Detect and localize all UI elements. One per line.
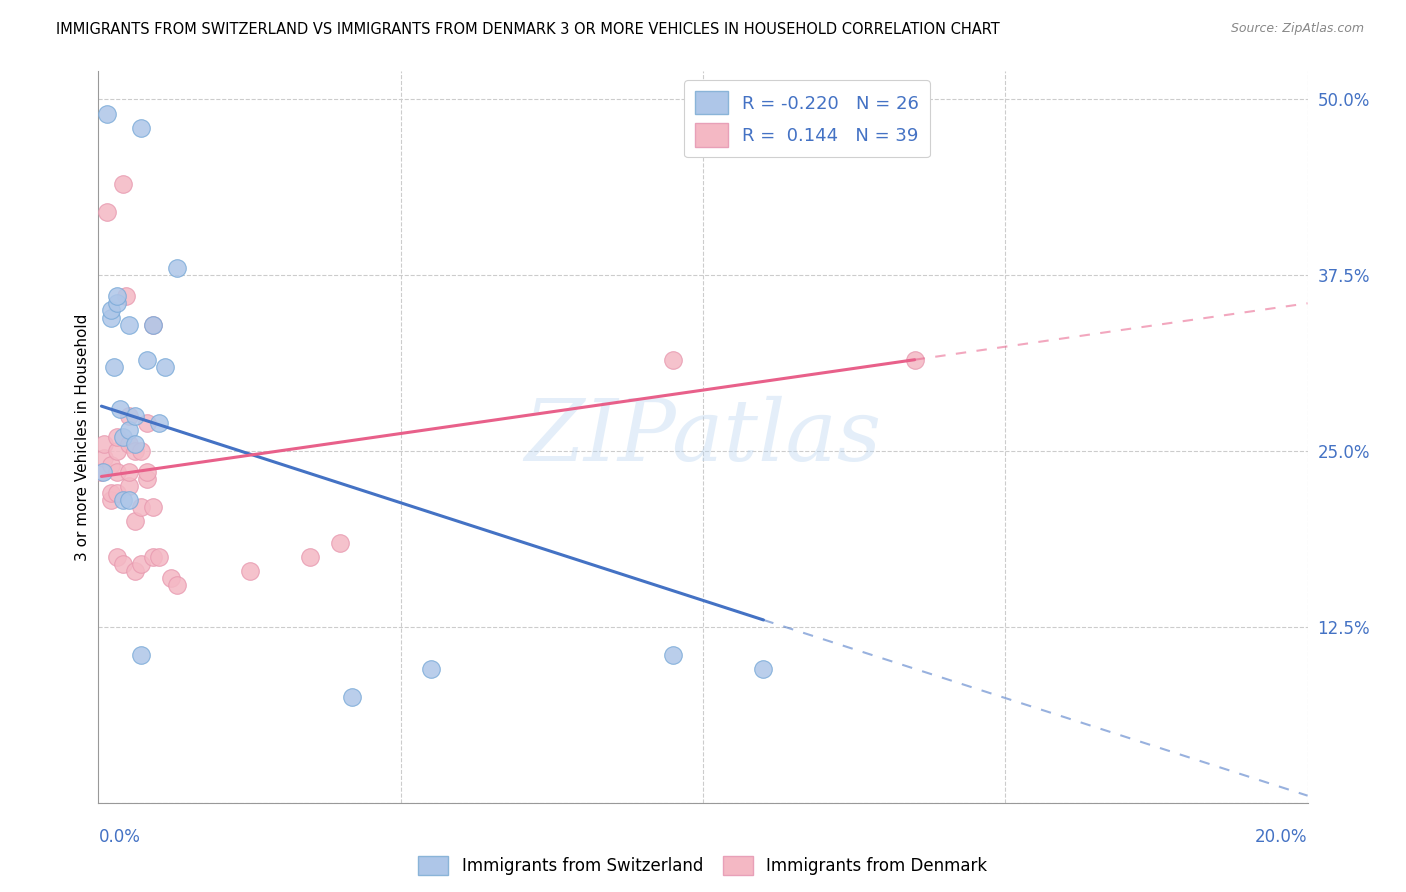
Point <box>129 120 152 135</box>
Point <box>118 318 141 332</box>
Point <box>108 401 131 416</box>
Point <box>661 648 683 662</box>
Point <box>93 451 115 466</box>
Point <box>118 493 141 508</box>
Point <box>135 465 157 479</box>
Point <box>100 486 122 500</box>
Point <box>299 549 322 564</box>
Point <box>93 437 115 451</box>
Text: ZIPatlas: ZIPatlas <box>524 396 882 478</box>
Point <box>118 465 141 479</box>
Point <box>105 465 128 479</box>
Point <box>96 106 118 120</box>
Point <box>329 535 352 549</box>
Point <box>148 416 170 430</box>
Point <box>124 564 146 578</box>
Point <box>129 500 152 515</box>
Point <box>342 690 364 705</box>
Point <box>105 430 128 444</box>
Point <box>105 549 128 564</box>
Point <box>91 465 114 479</box>
Point <box>103 359 125 374</box>
Point <box>96 205 118 219</box>
Point <box>100 493 122 508</box>
Point <box>100 458 122 473</box>
Point <box>118 479 141 493</box>
Point <box>142 318 165 332</box>
Point <box>100 310 122 325</box>
Text: IMMIGRANTS FROM SWITZERLAND VS IMMIGRANTS FROM DENMARK 3 OR MORE VEHICLES IN HOU: IMMIGRANTS FROM SWITZERLAND VS IMMIGRANT… <box>56 22 1000 37</box>
Point <box>118 437 141 451</box>
Point <box>135 352 157 367</box>
Point <box>124 409 146 423</box>
Point <box>153 359 176 374</box>
Point <box>105 296 128 310</box>
Point <box>114 289 136 303</box>
Point <box>166 578 188 592</box>
Point <box>135 472 157 486</box>
Point <box>118 423 141 437</box>
Point <box>118 409 141 423</box>
Point <box>124 444 146 458</box>
Point <box>142 549 165 564</box>
Point <box>105 444 128 458</box>
Point <box>148 549 170 564</box>
Point <box>661 352 683 367</box>
Point <box>129 444 152 458</box>
Point <box>124 515 146 529</box>
Text: Source: ZipAtlas.com: Source: ZipAtlas.com <box>1230 22 1364 36</box>
Point <box>124 437 146 451</box>
Point <box>752 662 775 676</box>
Point <box>142 318 165 332</box>
Point <box>105 289 128 303</box>
Point <box>111 177 134 191</box>
Point <box>111 493 134 508</box>
Point <box>142 500 165 515</box>
Point <box>239 564 262 578</box>
Point <box>111 430 134 444</box>
Point <box>135 416 157 430</box>
Text: 0.0%: 0.0% <box>98 828 141 846</box>
Point <box>160 571 183 585</box>
Text: 20.0%: 20.0% <box>1256 828 1308 846</box>
Legend: R = -0.220   N = 26, R =  0.144   N = 39: R = -0.220 N = 26, R = 0.144 N = 39 <box>685 80 929 158</box>
Point <box>419 662 441 676</box>
Legend: Immigrants from Switzerland, Immigrants from Denmark: Immigrants from Switzerland, Immigrants … <box>412 849 994 882</box>
Point <box>166 261 188 276</box>
Point <box>100 303 122 318</box>
Point <box>129 648 152 662</box>
Point <box>111 557 134 571</box>
Point <box>90 465 112 479</box>
Point <box>129 557 152 571</box>
Y-axis label: 3 or more Vehicles in Household: 3 or more Vehicles in Household <box>75 313 90 561</box>
Point <box>105 486 128 500</box>
Point <box>904 352 927 367</box>
